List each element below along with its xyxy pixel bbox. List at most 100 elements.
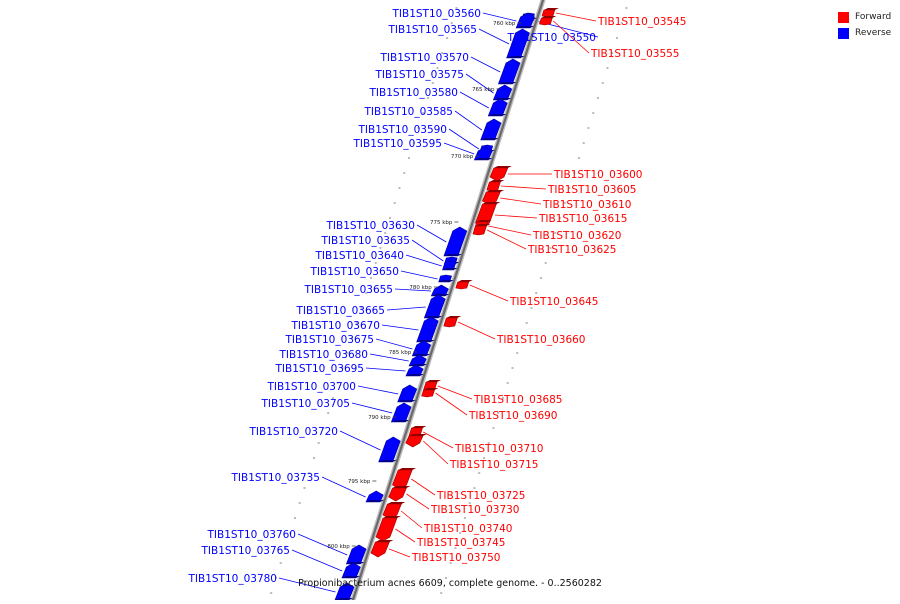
gene-body[interactable] [472,225,487,236]
gene-feature[interactable] [486,180,505,192]
gene-feature[interactable] [497,58,521,85]
gene-label[interactable]: TIB1ST10_03630 [326,220,416,232]
gene-feature[interactable] [472,224,491,236]
gene-feature[interactable] [411,340,432,357]
gene-feature[interactable] [539,16,557,26]
gene-label[interactable]: TIB1ST10_03600 [553,169,643,181]
gene-body[interactable] [421,389,435,398]
gene-label[interactable]: TIB1ST10_03615 [538,213,628,225]
gene-body[interactable] [515,12,535,29]
gene-body[interactable] [455,281,470,290]
gene-label[interactable]: TIB1ST10_03635 [321,235,411,247]
gene-feature[interactable] [443,226,468,257]
gene-label[interactable]: TIB1ST10_03780 [188,573,278,585]
gene-label[interactable]: TIB1ST10_03570 [380,52,470,64]
gene-label[interactable]: TIB1ST10_03595 [353,138,443,150]
gene-label[interactable]: TIB1ST10_03575 [375,69,465,81]
gene-feature[interactable] [506,28,530,59]
gene-label[interactable]: TIB1ST10_03545 [597,16,687,28]
gene-label[interactable]: TIB1ST10_03620 [532,230,622,242]
gene-label[interactable]: TIB1ST10_03670 [291,320,381,332]
gene-label[interactable]: TIB1ST10_03580 [369,87,459,99]
gene-body[interactable] [492,84,513,101]
gene-feature[interactable] [405,364,424,377]
gene-feature[interactable] [473,146,493,161]
gene-body[interactable] [443,317,458,328]
gene-label[interactable]: TIB1ST10_03585 [364,106,454,118]
label-leader [465,73,494,94]
gene-edge [446,316,462,318]
gene-label[interactable]: TIB1ST10_03605 [547,184,637,196]
gene-label[interactable]: TIB1ST10_03760 [207,529,297,541]
gene-label[interactable]: TIB1ST10_03700 [267,381,357,393]
gene-label[interactable]: TIB1ST10_03705 [261,398,351,410]
label-leader [457,321,496,340]
gene-label[interactable]: TIB1ST10_03550 [507,32,597,44]
gene-label[interactable]: TIB1ST10_03555 [590,48,680,60]
gene-feature[interactable] [378,436,401,463]
kbp-tick-label: 775 kbp [430,220,453,226]
gene-label[interactable]: TIB1ST10_03665 [296,305,386,317]
gene-label[interactable]: TIB1ST10_03560 [392,8,482,20]
gene-feature[interactable] [365,490,385,503]
gene-label[interactable]: TIB1ST10_03685 [473,394,563,406]
gene-body[interactable] [539,17,553,26]
gene-label[interactable]: TIB1ST10_03660 [496,334,586,346]
gene-label[interactable]: TIB1ST10_03740 [423,523,513,535]
gene-label[interactable]: TIB1ST10_03675 [285,334,375,346]
gene-feature[interactable] [408,354,428,367]
gene-label[interactable]: TIB1ST10_03725 [436,490,526,502]
gene-label[interactable]: TIB1ST10_03625 [527,244,617,256]
gene-body[interactable] [541,9,556,18]
gene-label[interactable]: TIB1ST10_03750 [411,552,501,564]
gene-edge [408,434,427,436]
gene-body[interactable] [486,181,501,192]
gene-label[interactable]: TIB1ST10_03655 [304,284,394,296]
gene-feature[interactable] [487,98,508,117]
gene-feature[interactable] [455,280,473,290]
gene-label[interactable]: TIB1ST10_03745 [416,537,506,549]
gene-feature[interactable] [541,8,559,18]
gene-label[interactable]: TIB1ST10_03730 [430,504,520,516]
gene-feature[interactable] [442,260,458,271]
gene-label[interactable]: TIB1ST10_03590 [358,124,448,136]
gene-label[interactable]: TIB1ST10_03650 [310,266,400,278]
gene-body[interactable] [405,435,424,448]
gene-label[interactable]: TIB1ST10_03765 [201,545,291,557]
gene-body[interactable] [370,541,390,558]
gene-feature[interactable] [370,540,394,558]
gene-label[interactable]: TIB1ST10_03710 [454,443,544,455]
gene-feature[interactable] [341,562,361,579]
gene-label[interactable]: TIB1ST10_03695 [275,363,365,375]
gene-body[interactable] [411,340,432,357]
gene-edge [541,16,557,18]
gene-feature[interactable] [421,388,439,398]
gene-feature[interactable] [388,486,411,502]
gene-body[interactable] [341,562,361,579]
gene-feature[interactable] [375,516,401,542]
gene-feature[interactable] [438,274,454,283]
gene-label[interactable]: TIB1ST10_03680 [279,349,369,361]
gene-feature[interactable] [443,316,462,328]
gene-body[interactable] [388,487,407,502]
gene-label[interactable]: TIB1ST10_03645 [509,296,599,308]
gene-feature[interactable] [489,166,512,182]
gene-label[interactable]: TIB1ST10_03735 [231,472,321,484]
legend-reverse-label: Reverse [855,28,892,38]
gene-feature[interactable] [515,12,535,29]
gene-label[interactable]: TIB1ST10_03565 [388,24,478,36]
gene-label[interactable]: TIB1ST10_03640 [315,250,405,262]
gene-feature[interactable] [397,384,418,403]
gene-edge [480,138,499,140]
gene-edge [366,500,385,502]
gene-feature[interactable] [492,84,513,101]
gene-label[interactable]: TIB1ST10_03690 [468,410,558,422]
gene-feature[interactable] [405,434,427,448]
gene-body[interactable] [489,167,509,182]
gene-feature[interactable] [480,118,502,141]
gene-label[interactable]: TIB1ST10_03610 [542,199,632,211]
gene-label[interactable]: TIB1ST10_03715 [449,459,539,471]
gene-label[interactable]: TIB1ST10_03720 [249,426,339,438]
